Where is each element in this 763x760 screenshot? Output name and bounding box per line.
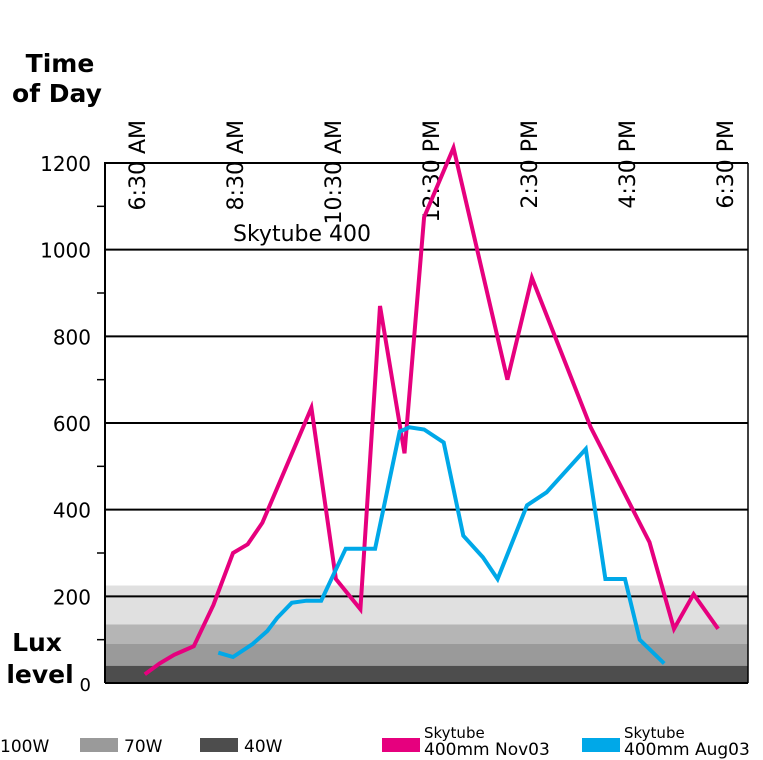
series-line-aug03 bbox=[217, 425, 666, 665]
y-tick-label-1200: 1200 bbox=[40, 152, 91, 176]
gridlines bbox=[104, 162, 749, 684]
y-axis-title-line1: Lux bbox=[12, 628, 62, 657]
y-tick-label-400: 400 bbox=[53, 499, 91, 523]
y-tick-label-1000: 1000 bbox=[40, 239, 91, 263]
band-100W bbox=[105, 585, 748, 625]
x-axis-title-line1: Time bbox=[26, 49, 95, 78]
legend-swatch-40W bbox=[200, 738, 238, 752]
legend-swatch-series-0 bbox=[382, 738, 420, 752]
y-tick-label-200: 200 bbox=[53, 585, 91, 609]
legend-series-label-line2: 400mm Aug03 bbox=[624, 740, 750, 760]
x-tick-label: 6:30 PM bbox=[714, 120, 739, 209]
chart-title: Skytube 400 bbox=[233, 222, 371, 247]
axis-ticks: 0 200 400 600 800 1000 1200 6:30 AM 8:30 AM 10:30… bbox=[40, 120, 739, 696]
band-40W bbox=[105, 665, 748, 683]
legend-series-label-line1: Skytube bbox=[424, 724, 485, 742]
legend-swatch-70W bbox=[80, 738, 118, 752]
y-tick-label-600: 600 bbox=[53, 412, 91, 436]
x-tick-label: 6:30 AM bbox=[126, 120, 151, 210]
legend-swatch-series-1 bbox=[582, 738, 620, 752]
legend-series-label-line1: Skytube bbox=[624, 724, 685, 742]
y-tick-label-800: 800 bbox=[53, 325, 91, 349]
y-axis-title-line2: level bbox=[6, 660, 73, 689]
y-tick-label-0: 0 bbox=[80, 675, 91, 696]
x-tick-label: 8:30 AM bbox=[224, 120, 249, 210]
x-tick-label: 10:30 AM bbox=[322, 120, 347, 224]
band-70W bbox=[105, 644, 748, 666]
legend-label-100W: 100W bbox=[0, 737, 49, 757]
legend-series-label-line2: 400mm Nov03 bbox=[424, 740, 550, 760]
band-extra-2 bbox=[105, 624, 748, 644]
series-lines bbox=[143, 141, 720, 676]
legend-label-70W: 70W bbox=[124, 737, 163, 757]
x-axis-title-line2: of Day bbox=[12, 79, 102, 108]
x-tick-label: 2:30 PM bbox=[518, 120, 543, 209]
legend-label-40W: 40W bbox=[244, 737, 283, 757]
x-tick-label: 12:30 PM bbox=[420, 120, 445, 223]
x-tick-label: 4:30 PM bbox=[616, 120, 641, 209]
series-line-nov03 bbox=[143, 141, 720, 676]
